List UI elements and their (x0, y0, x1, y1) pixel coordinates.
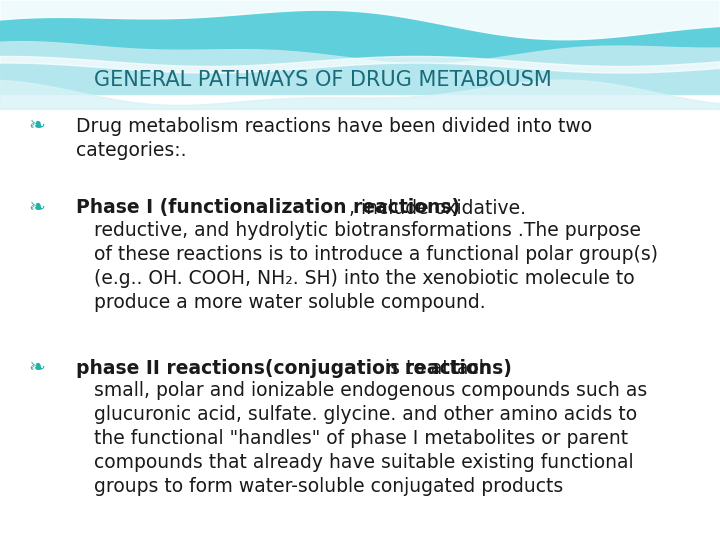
Bar (0, 0, 720, 94)
Text: GENERAL PATHWAYS OF DRUG METABOUSM: GENERAL PATHWAYS OF DRUG METABOUSM (94, 70, 552, 90)
Text: , include oxidative.: , include oxidative. (349, 199, 526, 218)
Text: small, polar and ionizable endogenous compounds such as
glucuronic acid, sulfate: small, polar and ionizable endogenous co… (94, 381, 647, 496)
Text: Phase I (functionalization reactions): Phase I (functionalization reactions) (76, 199, 460, 218)
Text: reductive, and hydrolytic biotransformations .The purpose
of these reactions is : reductive, and hydrolytic biotransformat… (94, 220, 657, 312)
Text: phase II reactions(conjugation reactions): phase II reactions(conjugation reactions… (76, 359, 511, 377)
Text: is to attach: is to attach (379, 359, 490, 377)
Text: ❧: ❧ (29, 199, 45, 218)
Bar (0, 94, 720, 540)
Text: ❧: ❧ (29, 117, 45, 136)
Text: ❧: ❧ (29, 359, 45, 377)
Text: Drug metabolism reactions have been divided into two
categories:.: Drug metabolism reactions have been divi… (76, 117, 592, 160)
